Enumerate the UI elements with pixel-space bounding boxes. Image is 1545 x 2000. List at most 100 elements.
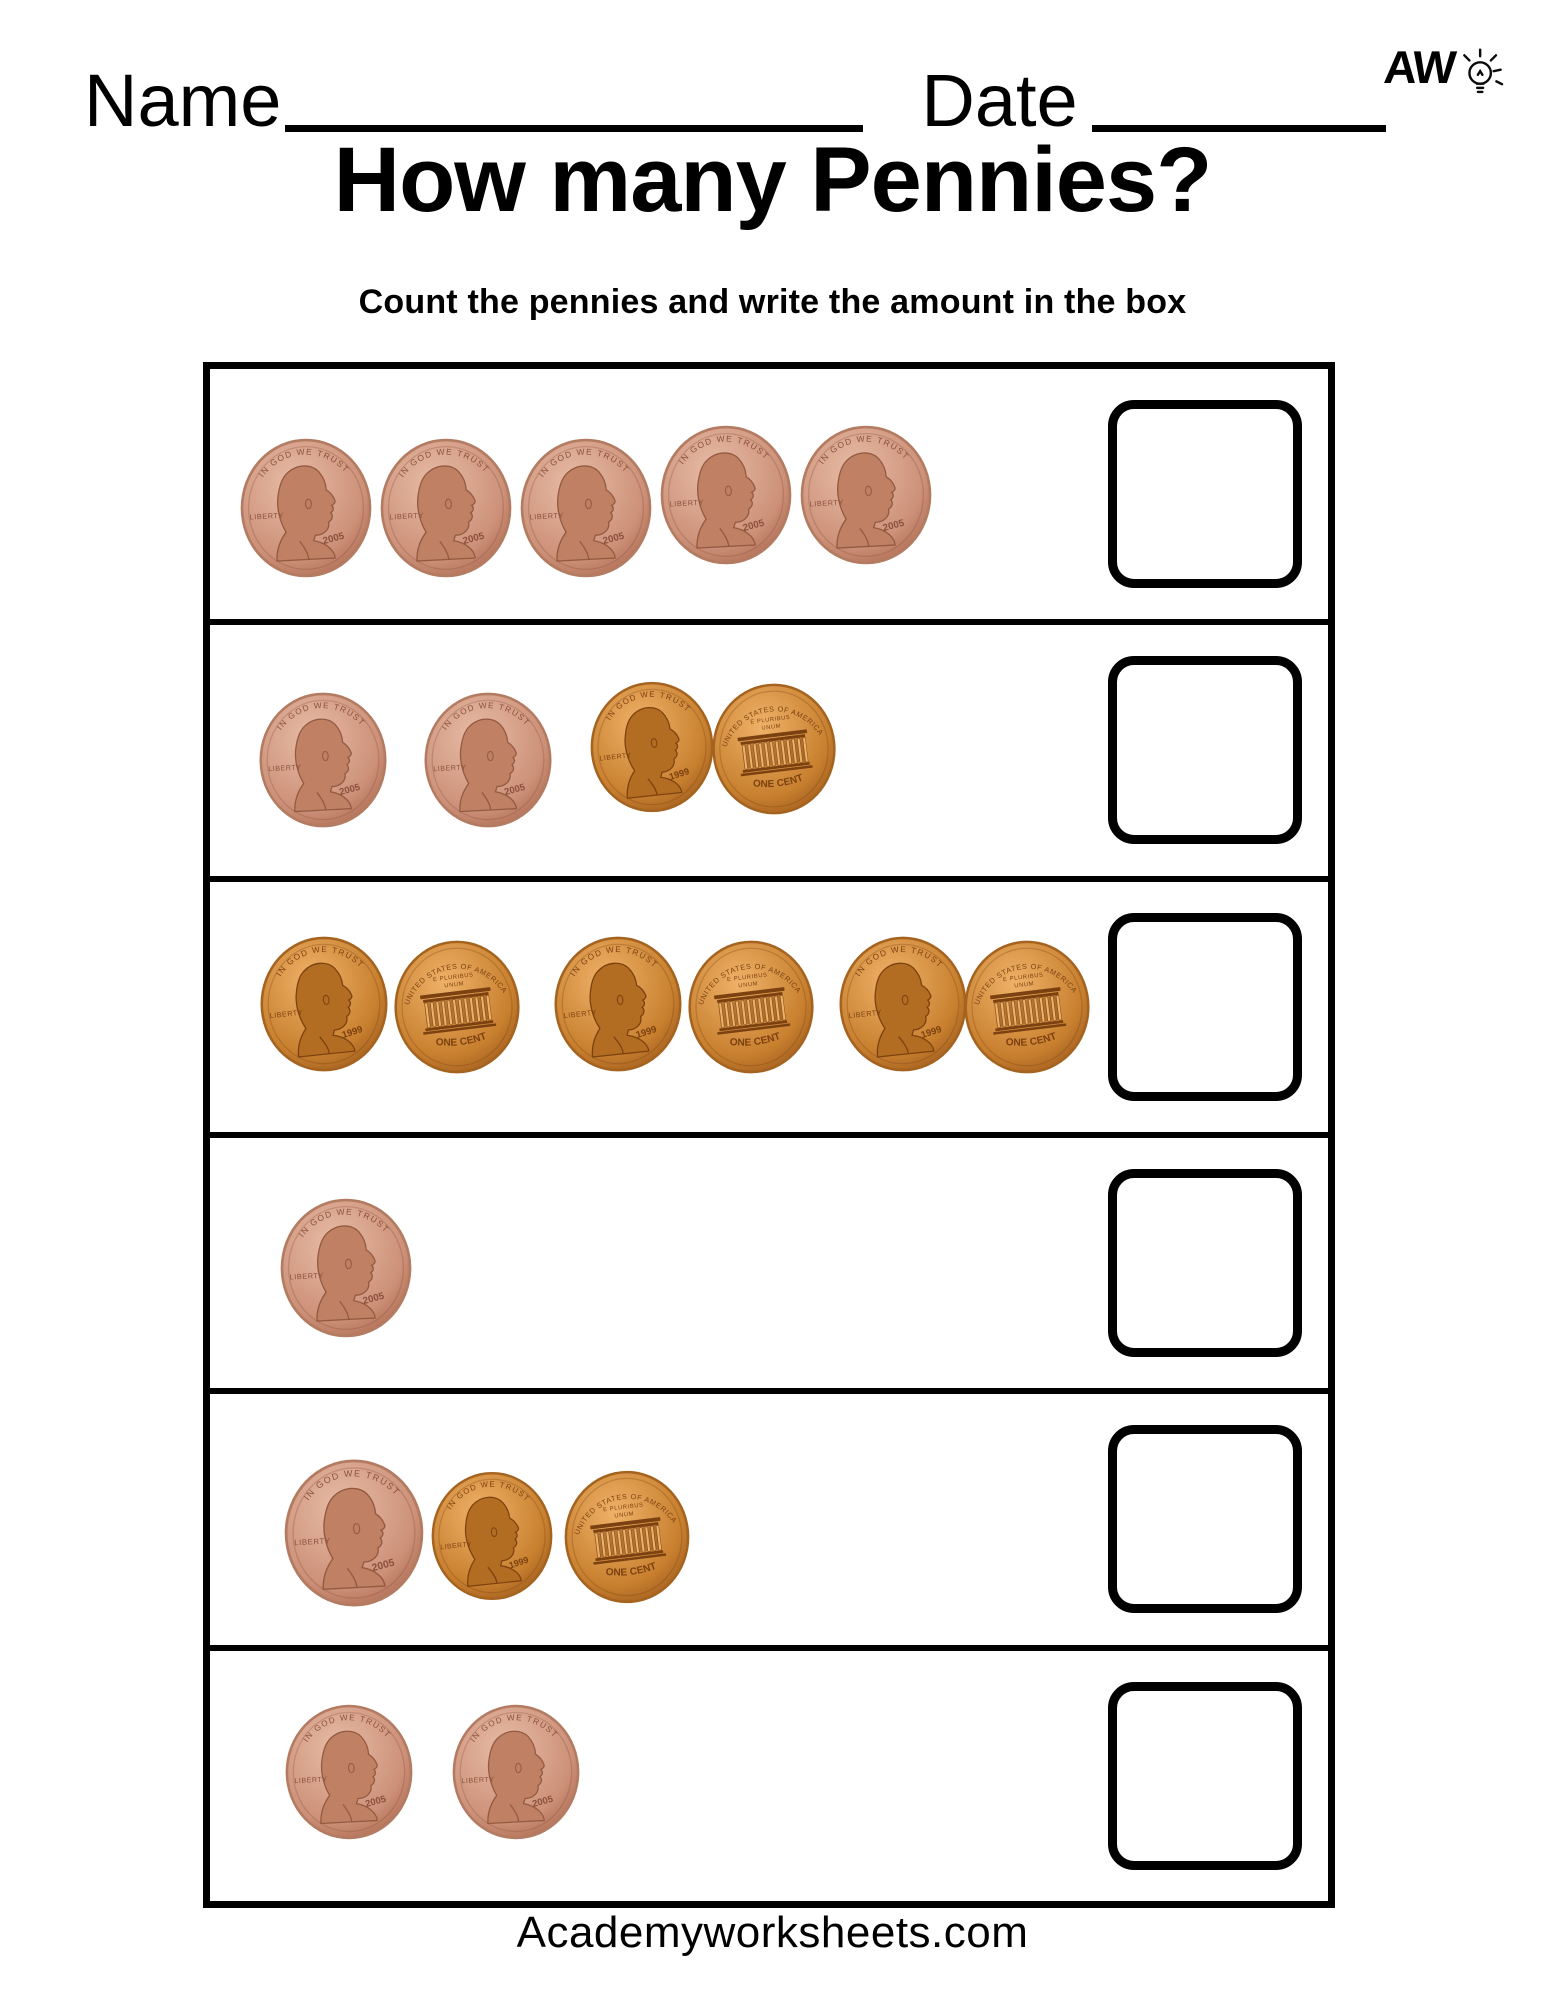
penny-row-4: IN GOD WE TRUST LIBERTY 2005 <box>210 1131 1328 1388</box>
penny-row-1: IN GOD WE TRUST LIBERTY 2005 IN GOD WE T… <box>210 369 1328 619</box>
instructions-text: Count the pennies and write the amount i… <box>358 283 1187 321</box>
penny-coin: IN GOD WE TRUST LIBERTY 1999 <box>431 1469 553 1603</box>
penny-heads-icon: IN GOD WE TRUST LIBERTY 2005 <box>380 438 512 578</box>
penny-tails-icon: UNITED STATES OF AMERICA E PLURIBUS UNUM… <box>688 940 814 1074</box>
svg-text:LIBERTY: LIBERTY <box>529 511 564 522</box>
svg-text:UNUM: UNUM <box>761 724 781 732</box>
name-label: Name <box>84 59 282 142</box>
penny-heads-icon: IN GOD WE TRUST LIBERTY 1999 <box>260 936 388 1072</box>
footer-site-text: Academyworksheets.com <box>516 1908 1029 1957</box>
svg-text:E PLURIBUS: E PLURIBUS <box>727 972 768 983</box>
penny-coin: IN GOD WE TRUST LIBERTY 1999 <box>590 681 714 813</box>
svg-text:LIBERTY: LIBERTY <box>433 764 467 774</box>
answer-box-row-3[interactable] <box>1108 912 1302 1101</box>
penny-coin: IN GOD WE TRUST LIBERTY 2005 <box>285 1702 413 1842</box>
answer-box-row-2[interactable] <box>1108 656 1302 845</box>
lightbulb-icon <box>1463 48 1504 94</box>
svg-text:LIBERTY: LIBERTY <box>461 1775 495 1785</box>
penny-row-2: IN GOD WE TRUST LIBERTY 2005 IN GOD WE T… <box>210 619 1328 875</box>
svg-text:2005: 2005 <box>364 1793 387 1809</box>
penny-heads-icon: IN GOD WE TRUST LIBERTY 1999 <box>839 936 967 1072</box>
penny-coin: UNITED STATES OF AMERICA E PLURIBUS UNUM… <box>711 683 837 815</box>
name-fill-in-line[interactable] <box>285 125 864 132</box>
penny-coin: IN GOD WE TRUST LIBERTY 2005 <box>240 438 372 578</box>
svg-text:2005: 2005 <box>462 531 486 547</box>
svg-text:E PLURIBUS: E PLURIBUS <box>433 972 474 983</box>
name-date-header: Name Date <box>84 64 1404 138</box>
worksheet-table: IN GOD WE TRUST LIBERTY 2005 IN GOD WE T… <box>203 362 1335 1908</box>
penny-row-6: IN GOD WE TRUST LIBERTY 2005 IN GOD WE T… <box>210 1644 1328 1901</box>
penny-coin: UNITED STATES OF AMERICA E PLURIBUS UNUM… <box>686 940 816 1074</box>
penny-row-3: IN GOD WE TRUST LIBERTY 1999 UNITED STAT… <box>210 875 1328 1132</box>
svg-text:2005: 2005 <box>322 531 346 547</box>
penny-heads-icon: IN GOD WE TRUST LIBERTY 2005 <box>452 1704 580 1839</box>
svg-text:LIBERTY: LIBERTY <box>389 511 424 522</box>
brand-logo: AW <box>1382 41 1509 102</box>
svg-text:LIBERTY: LIBERTY <box>294 1775 328 1785</box>
penny-coin: IN GOD WE TRUST LIBERTY 1999 <box>838 936 968 1072</box>
svg-text:UNUM: UNUM <box>738 981 759 989</box>
answer-box-row-5[interactable] <box>1108 1425 1302 1614</box>
penny-coin: IN GOD WE TRUST LIBERTY 2005 <box>660 425 792 565</box>
penny-row-5: IN GOD WE TRUST LIBERTY 2005 IN GOD WE T… <box>210 1388 1328 1644</box>
penny-heads-icon: IN GOD WE TRUST LIBERTY 2005 <box>259 692 387 828</box>
svg-text:UNUM: UNUM <box>444 981 465 989</box>
date-fill-in-line[interactable] <box>1091 125 1386 132</box>
penny-coin: UNITED STATES OF AMERICA E PLURIBUS UNUM… <box>962 940 1092 1074</box>
penny-coin: IN GOD WE TRUST LIBERTY 2005 <box>520 438 652 578</box>
penny-heads-icon: IN GOD WE TRUST LIBERTY 1999 <box>431 1472 553 1601</box>
answer-box-row-4[interactable] <box>1108 1169 1302 1358</box>
svg-text:2005: 2005 <box>338 782 362 798</box>
penny-heads-icon: IN GOD WE TRUST LIBERTY 2005 <box>284 1459 424 1607</box>
penny-coin: IN GOD WE TRUST LIBERTY 2005 <box>452 1702 580 1842</box>
answer-box-row-1[interactable] <box>1108 400 1302 589</box>
answer-box-row-6[interactable] <box>1108 1681 1302 1870</box>
svg-text:E PLURIBUS: E PLURIBUS <box>603 1503 644 1514</box>
svg-text:LIBERTY: LIBERTY <box>599 753 632 763</box>
penny-coin: IN GOD WE TRUST LIBERTY 2005 <box>380 438 512 578</box>
penny-heads-icon: IN GOD WE TRUST LIBERTY 2005 <box>660 425 792 565</box>
svg-text:LIBERTY: LIBERTY <box>809 498 844 509</box>
svg-text:LIBERTY: LIBERTY <box>848 1008 882 1019</box>
svg-text:2005: 2005 <box>742 518 766 534</box>
svg-text:LIBERTY: LIBERTY <box>440 1541 472 1551</box>
penny-tails-icon: UNITED STATES OF AMERICA E PLURIBUS UNUM… <box>564 1471 690 1604</box>
svg-text:2005: 2005 <box>503 782 527 798</box>
svg-text:E PLURIBUS: E PLURIBUS <box>750 715 791 726</box>
svg-text:UNUM: UNUM <box>1014 981 1035 989</box>
penny-coin: IN GOD WE TRUST LIBERTY 2005 <box>284 1458 424 1608</box>
penny-tails-icon: UNITED STATES OF AMERICA E PLURIBUS UNUM… <box>394 940 520 1074</box>
penny-heads-icon: IN GOD WE TRUST LIBERTY 2005 <box>280 1198 412 1338</box>
penny-coin: IN GOD WE TRUST LIBERTY 2005 <box>280 1198 412 1338</box>
svg-text:LIBERTY: LIBERTY <box>269 1008 303 1019</box>
svg-text:2005: 2005 <box>882 518 906 534</box>
svg-text:E PLURIBUS: E PLURIBUS <box>1003 972 1044 983</box>
svg-text:2005: 2005 <box>602 531 626 547</box>
penny-coin: UNITED STATES OF AMERICA E PLURIBUS UNUM… <box>392 940 522 1074</box>
svg-text:LIBERTY: LIBERTY <box>669 498 704 509</box>
svg-text:2005: 2005 <box>362 1291 386 1307</box>
penny-heads-icon: IN GOD WE TRUST LIBERTY 1999 <box>554 936 682 1072</box>
penny-coin: IN GOD WE TRUST LIBERTY 2005 <box>258 692 388 828</box>
svg-text:LIBERTY: LIBERTY <box>294 1537 331 1548</box>
penny-heads-icon: IN GOD WE TRUST LIBERTY 2005 <box>520 438 652 578</box>
svg-text:UNUM: UNUM <box>614 1511 634 1519</box>
svg-text:LIBERTY: LIBERTY <box>268 764 302 774</box>
page-title: How many Pennies? <box>333 129 1213 231</box>
penny-heads-icon: IN GOD WE TRUST LIBERTY 2005 <box>240 438 372 578</box>
penny-coin: IN GOD WE TRUST LIBERTY 1999 <box>553 936 683 1072</box>
penny-heads-icon: IN GOD WE TRUST LIBERTY 2005 <box>800 425 932 565</box>
penny-coin: IN GOD WE TRUST LIBERTY 2005 <box>800 425 932 565</box>
date-label: Date <box>921 59 1078 142</box>
svg-text:LIBERTY: LIBERTY <box>249 511 284 522</box>
penny-heads-icon: IN GOD WE TRUST LIBERTY 2005 <box>424 692 552 828</box>
penny-tails-icon: UNITED STATES OF AMERICA E PLURIBUS UNUM… <box>712 683 836 815</box>
penny-coin: IN GOD WE TRUST LIBERTY 1999 <box>259 936 389 1072</box>
penny-coin: UNITED STATES OF AMERICA E PLURIBUS UNUM… <box>564 1470 690 1604</box>
svg-text:LIBERTY: LIBERTY <box>563 1008 597 1019</box>
penny-coin: IN GOD WE TRUST LIBERTY 2005 <box>423 692 553 828</box>
penny-tails-icon: UNITED STATES OF AMERICA E PLURIBUS UNUM… <box>964 940 1090 1074</box>
svg-text:LIBERTY: LIBERTY <box>289 1271 324 1282</box>
penny-heads-icon: IN GOD WE TRUST LIBERTY 2005 <box>285 1704 413 1839</box>
